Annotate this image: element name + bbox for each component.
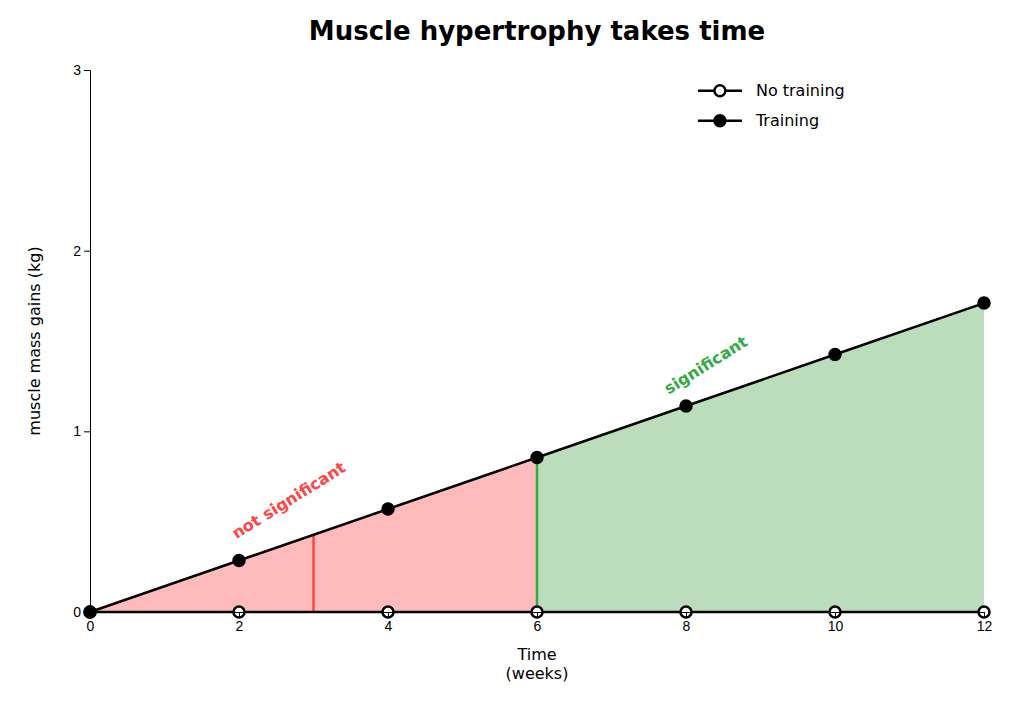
legend: No training Training: [698, 81, 845, 130]
plot-area: [85, 298, 990, 618]
tick-label: 10: [828, 618, 844, 634]
legend-label: No training: [756, 81, 845, 100]
tick-mark: [84, 251, 90, 252]
point: [383, 504, 394, 515]
point: [234, 555, 245, 566]
point: [830, 349, 841, 360]
legend-item: No training: [698, 81, 845, 100]
annotation: not significant: [229, 457, 350, 542]
tick-label: 1: [73, 423, 81, 439]
series-line: [90, 303, 984, 612]
tick: 4: [385, 612, 393, 634]
tick-mark: [84, 70, 90, 71]
point: [979, 298, 990, 309]
tick: 0: [87, 612, 95, 634]
y-axis: 0 1 2 3: [73, 62, 90, 620]
y-axis-title: muscle mass gains (kg): [25, 246, 44, 435]
shaded-region: [537, 303, 984, 612]
tick: 10: [828, 612, 844, 634]
tick: 2: [73, 243, 90, 259]
x-axis: 0 2 4 6 8 10 12: [87, 612, 993, 634]
tick-label: 6: [534, 618, 542, 634]
annotation: significant: [661, 332, 752, 398]
tick: 1: [73, 423, 90, 439]
tick: 0: [73, 604, 90, 620]
tick-label: 12: [977, 618, 993, 634]
tick-mark: [84, 431, 90, 432]
tick-label: 2: [73, 243, 81, 259]
tick: 2: [236, 612, 244, 634]
tick-mark: [84, 612, 90, 613]
reference-line: [536, 458, 539, 612]
chart: 0246810120123Muscle hypertrophy takes ti…: [0, 0, 1024, 702]
title: Muscle hypertrophy takes time: [309, 16, 765, 46]
tick: 8: [683, 612, 691, 634]
tick-label: 0: [73, 604, 81, 620]
reference-line: [312, 535, 315, 612]
tick-label: 8: [683, 618, 691, 634]
point: [681, 401, 692, 412]
x-axis-title: Time(weeks): [506, 645, 569, 683]
point: [532, 452, 543, 463]
legend-label: Training: [755, 111, 819, 130]
tick-label: 4: [385, 618, 393, 634]
tick: 3: [73, 62, 90, 78]
tick-label: 2: [236, 618, 244, 634]
legend-item: Training: [698, 111, 819, 130]
tick-label: 3: [73, 62, 81, 78]
tick-label: 0: [87, 618, 95, 634]
tick: 12: [977, 612, 993, 634]
legend-marker: [714, 85, 725, 96]
legend-marker: [714, 115, 725, 126]
y-axis-line: [84, 71, 91, 613]
tick: 6: [534, 612, 542, 634]
